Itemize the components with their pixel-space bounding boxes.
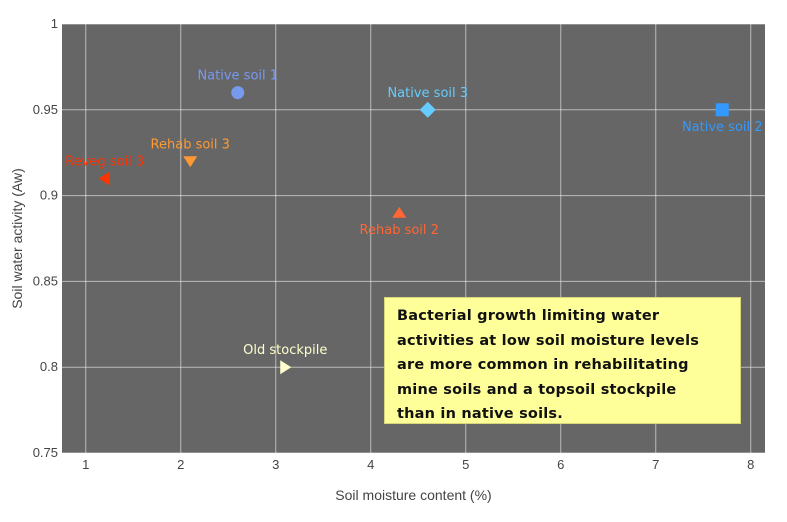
square-marker — [715, 103, 729, 117]
annotation-line: than in native soils. — [397, 406, 563, 422]
annotation-line: are more common in rehabilitating — [397, 357, 689, 373]
point-label: Rehab soil 2 — [360, 223, 439, 238]
annotation-line: activities at low soil moisture levels — [397, 332, 700, 349]
x-axis-title: Soil moisture content (%) — [335, 487, 491, 503]
point-label: Native soil 2 — [682, 120, 763, 135]
annotation-line: Bacterial growth limiting water — [397, 308, 660, 324]
triangle-right-marker — [280, 360, 292, 375]
y-tick-label: 0.95 — [33, 102, 58, 117]
y-axis-title: Soil water activity (Aw) — [9, 168, 25, 309]
annotation-line: mine soils and a topsoil stockpile — [397, 381, 677, 398]
x-tick-label: 5 — [462, 457, 469, 472]
point-label: Old stockpile — [243, 343, 327, 358]
x-tick-label: 8 — [747, 457, 754, 472]
x-tick-label: 6 — [557, 457, 564, 472]
annotation-box: Bacterial growth limiting water activiti… — [384, 297, 741, 424]
x-tick-label: 7 — [652, 457, 659, 472]
x-tick-label: 1 — [82, 457, 89, 472]
y-tick-label: 0.8 — [40, 359, 58, 374]
diamond-marker — [419, 101, 436, 118]
x-tick-label: 4 — [367, 457, 374, 472]
triangle-up-marker — [392, 206, 407, 218]
x-tick-label: 3 — [272, 457, 279, 472]
point-label: Native soil 3 — [387, 86, 468, 101]
point-label: Rehab soil 3 — [151, 137, 230, 152]
point-label: Reveg soil 3 — [65, 154, 144, 169]
y-tick-label: 1 — [51, 16, 58, 31]
tick-labels: 1 2 3 4 5 6 7 8 0.75 0.8 0.85 0.9 0.95 1 — [33, 16, 755, 472]
data-markers — [98, 86, 729, 375]
triangle-down-marker — [183, 156, 198, 168]
y-tick-label: 0.75 — [33, 445, 58, 460]
triangle-left-marker — [98, 171, 110, 186]
circle-marker — [231, 86, 245, 100]
y-tick-label: 0.85 — [33, 273, 58, 288]
point-label: Native soil 1 — [197, 69, 278, 84]
y-tick-label: 0.9 — [40, 188, 58, 203]
point-labels: Native soil 1 Native soil 2 Native soil 3 R… — [65, 69, 762, 359]
x-tick-label: 2 — [177, 457, 184, 472]
